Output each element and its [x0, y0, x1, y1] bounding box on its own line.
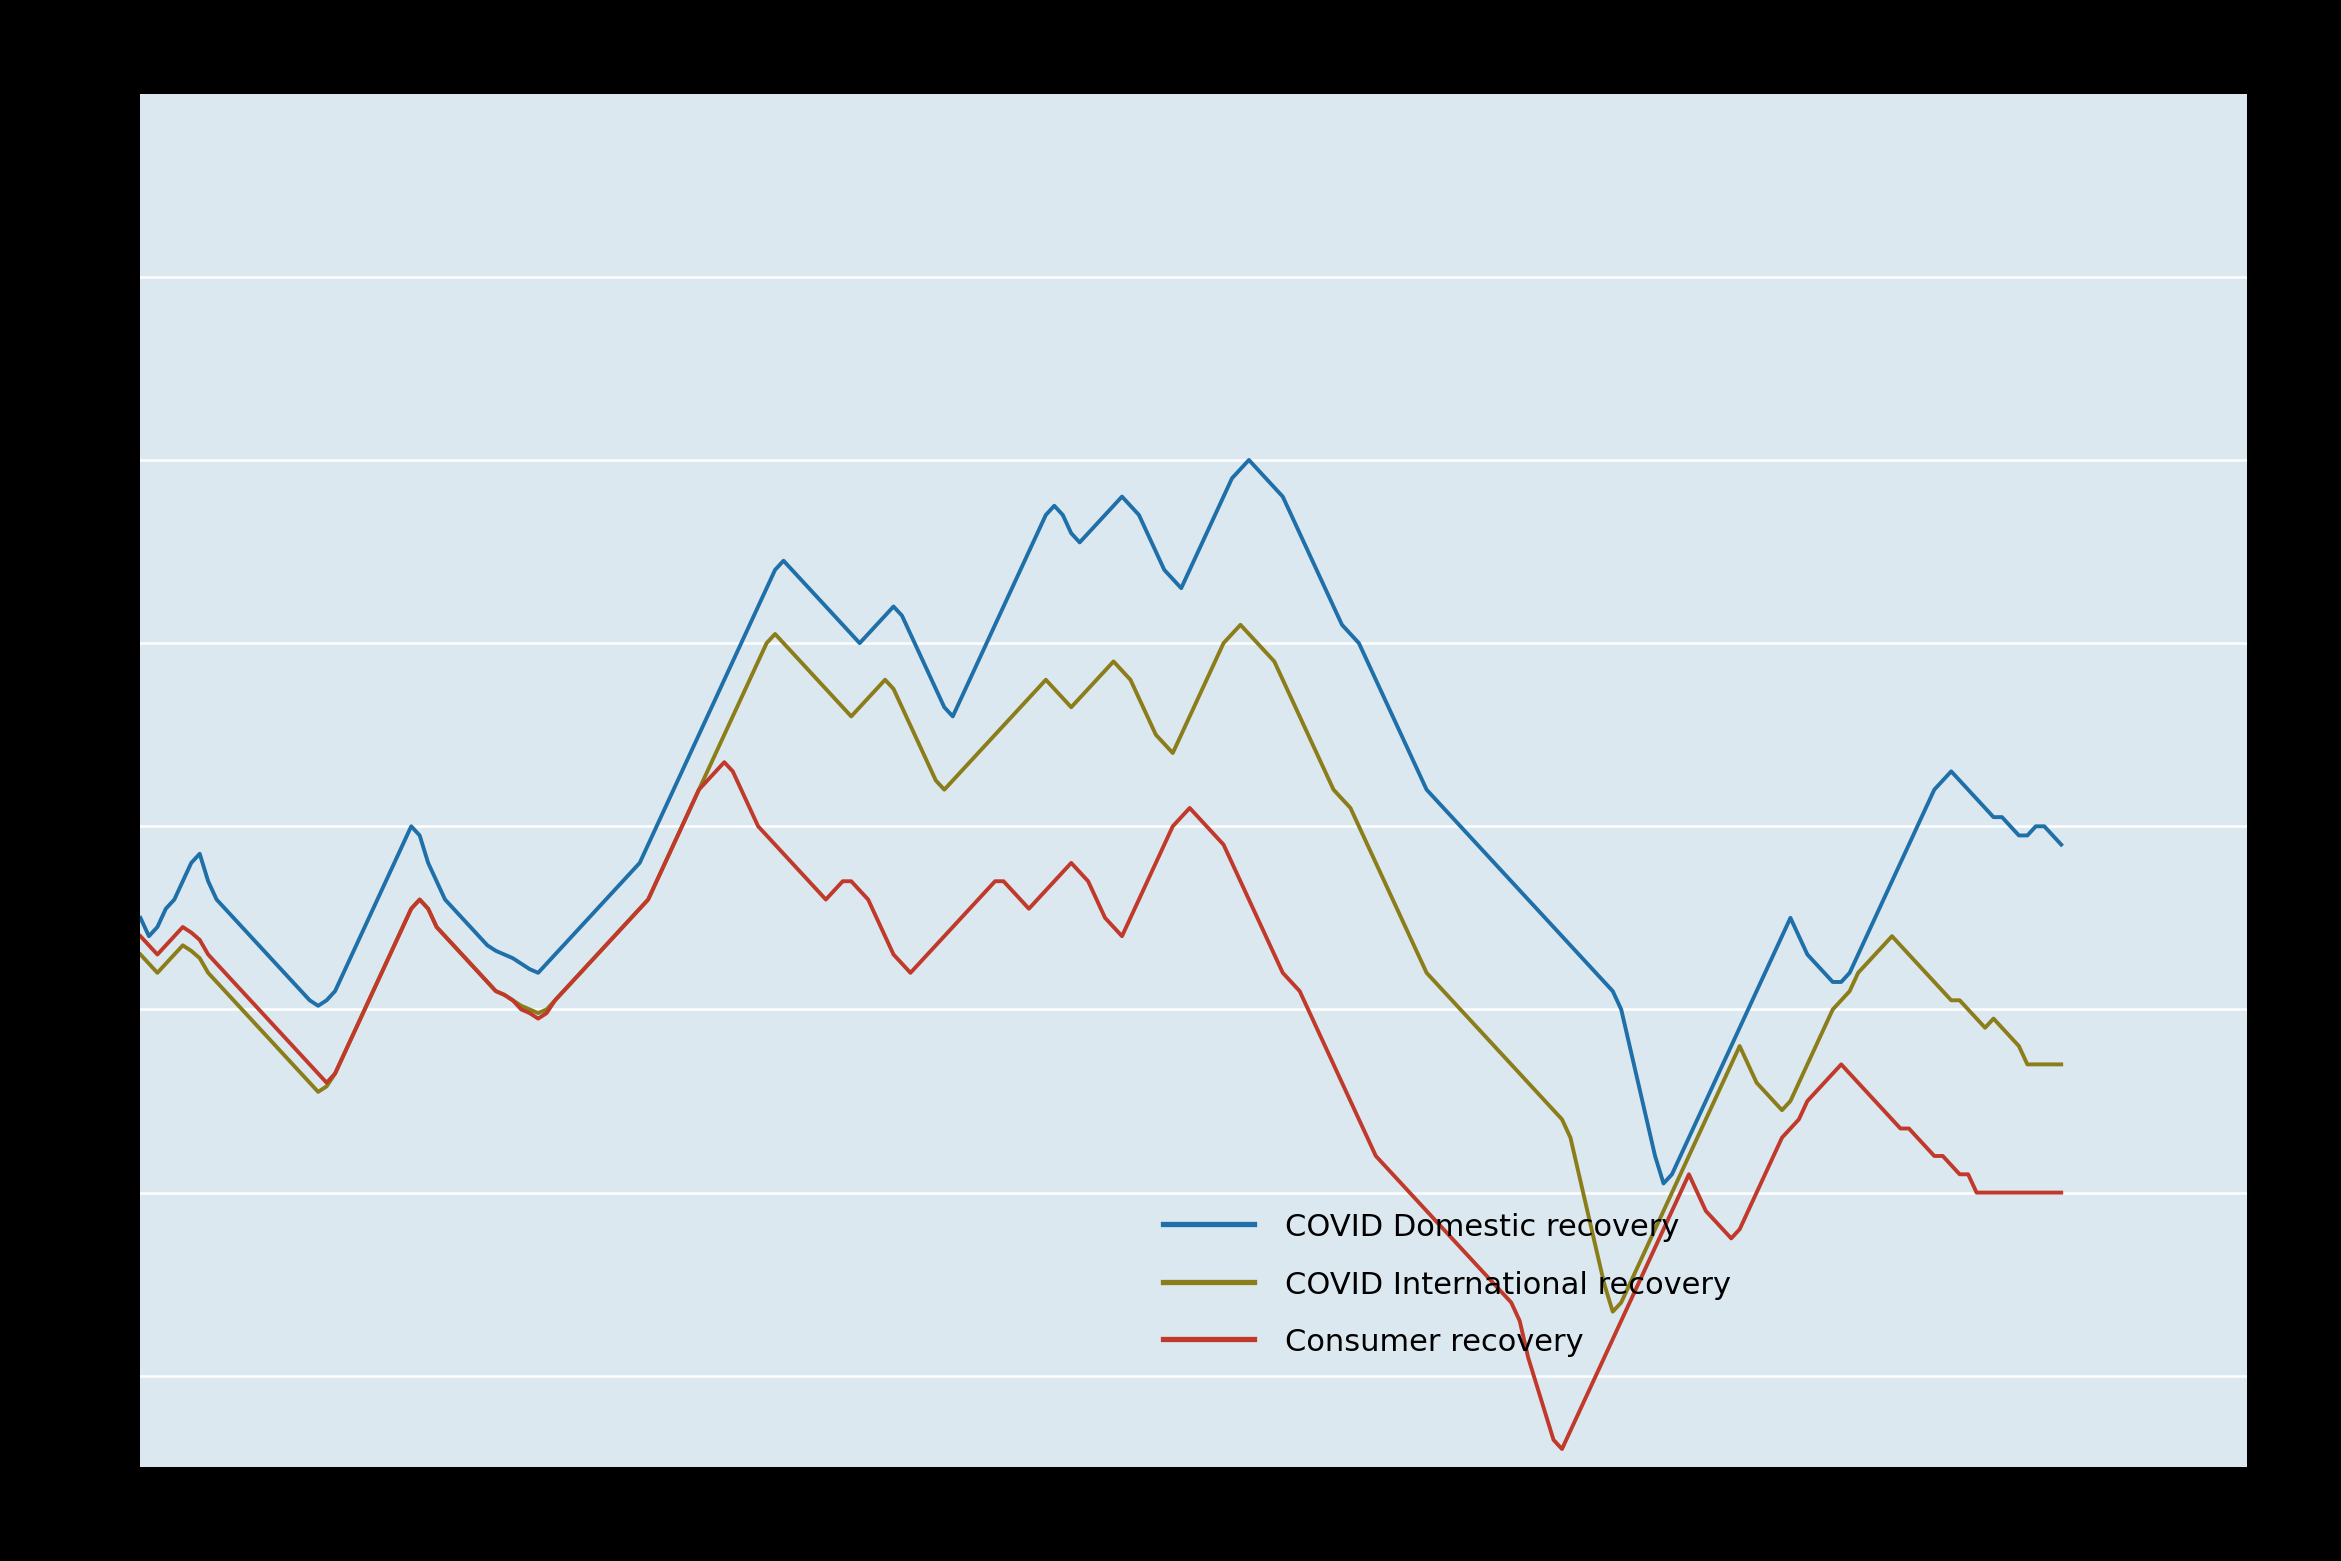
Legend: COVID Domestic recovery, COVID International recovery, Consumer recovery: COVID Domestic recovery, COVID Internati… [1149, 1200, 1744, 1369]
